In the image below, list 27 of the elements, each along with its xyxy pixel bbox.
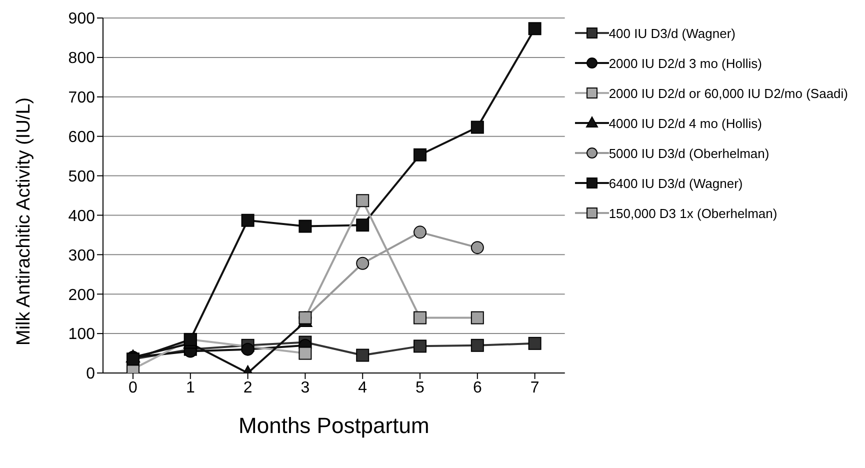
x-tick-label: 1 <box>186 379 195 396</box>
y-tick-label: 900 <box>68 10 96 28</box>
x-tick-label: 3 <box>300 379 310 396</box>
y-axis-title: Milk Antirachitic Activity (IU/L) <box>14 97 35 346</box>
legend-label: 2000 IU D2/d 3 mo (Hollis) <box>608 56 762 70</box>
y-tick-label: 0 <box>86 366 96 383</box>
y-tick-label: 800 <box>68 50 96 68</box>
x-tick-label: 4 <box>358 379 368 396</box>
y-tick-label: 500 <box>68 168 96 186</box>
legend-label: 4000 IU D2/d 4 mo (Hollis) <box>608 116 762 130</box>
y-tick-label: 700 <box>68 90 96 107</box>
y-tick-label: 200 <box>68 286 96 304</box>
y-tick-label: 600 <box>68 129 96 146</box>
x-tick-label: 0 <box>128 379 138 396</box>
y-tick-label: 100 <box>68 326 96 344</box>
x-axis-title: Months Postpartum <box>238 413 430 438</box>
legend-label: 2000 IU D2/d or 60,000 IU D2/mo (Saadi) <box>608 86 848 100</box>
x-tick-label: 7 <box>530 379 540 396</box>
x-tick-label: 2 <box>243 379 252 396</box>
legend-label: 5000 IU D3/d (Oberhelman) <box>608 146 770 160</box>
y-tick-label: 300 <box>68 247 96 264</box>
legend-label: 6400 IU D3/d (Wagner) <box>608 176 743 190</box>
x-tick-label: 6 <box>472 379 482 396</box>
legend-label: 150,000 D3 1x (Oberhelman) <box>608 206 778 220</box>
y-tick-label: 400 <box>68 208 96 225</box>
legend-label: 400 IU D3/d (Wagner) <box>608 26 736 40</box>
x-tick-label: 5 <box>416 379 425 396</box>
